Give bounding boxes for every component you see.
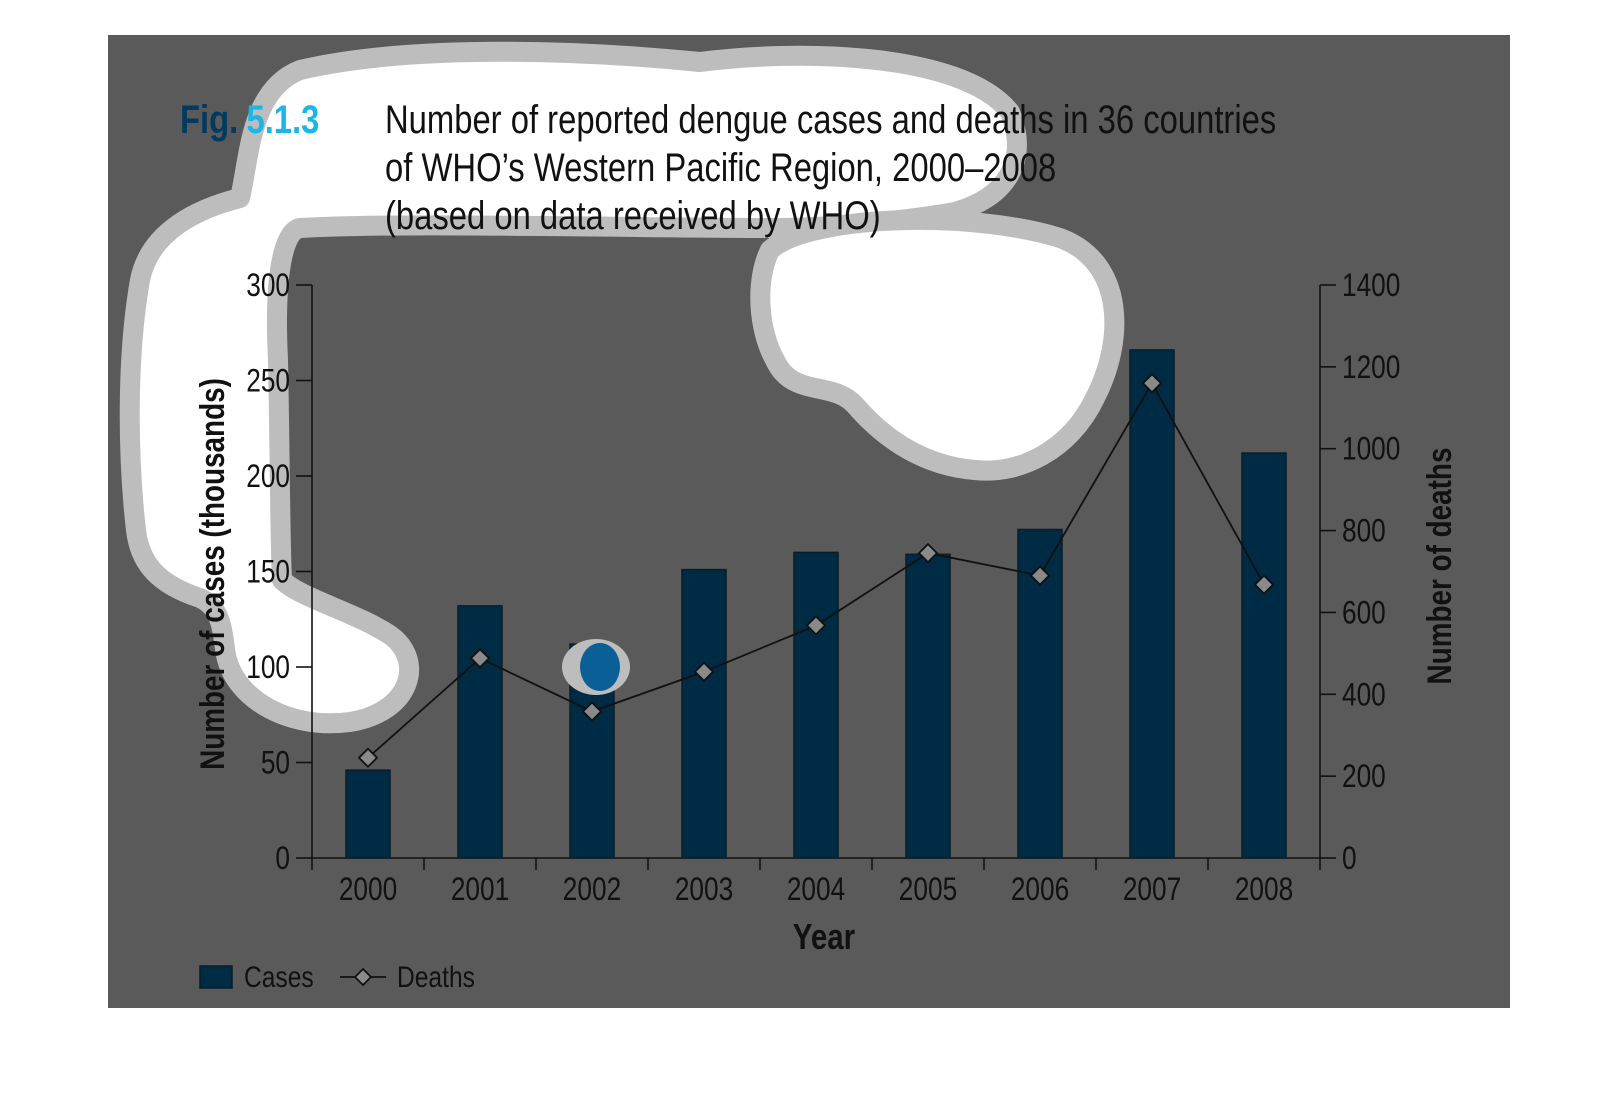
overlay-blobs bbox=[119, 41, 1125, 734]
y2-tick-label: 200 bbox=[1342, 760, 1386, 795]
point-deaths bbox=[917, 542, 939, 564]
y-tick-label: 200 bbox=[246, 460, 290, 495]
y2-tick-label: 1200 bbox=[1342, 351, 1400, 386]
y2-tick-label: 1000 bbox=[1342, 432, 1400, 467]
point-deaths bbox=[469, 647, 491, 669]
y2-tick-label: 1400 bbox=[1342, 269, 1400, 304]
y2-tick-label: 0 bbox=[1342, 842, 1357, 877]
svg-text:Fig.5.1.3: Fig. 5.1.3 bbox=[180, 97, 319, 142]
y-tick-label: 0 bbox=[275, 842, 290, 877]
point-deaths bbox=[1029, 565, 1051, 586]
bar-cases bbox=[1241, 452, 1287, 859]
x-tick-label: 2006 bbox=[1011, 873, 1069, 908]
overlay-blob-left bbox=[119, 41, 1027, 734]
bar-cases bbox=[905, 553, 951, 859]
y-tick-label: 150 bbox=[246, 555, 290, 590]
y-tick-label: 250 bbox=[246, 364, 290, 399]
title-line-3: (based on data received by WHO) bbox=[385, 193, 881, 238]
x-tick-label: 2001 bbox=[451, 873, 509, 908]
legend: Cases Deaths bbox=[199, 960, 475, 994]
y-axis-title: Number of cases (thousands) bbox=[193, 378, 231, 770]
figure-number: 5.1.3 bbox=[246, 97, 319, 142]
x-axis-title: Year bbox=[793, 916, 856, 956]
legend-label-cases: Cases bbox=[244, 960, 314, 994]
plot-area: 0 50 100 150 200 250 300 0 200 400 600 800 1000 1200 1… bbox=[246, 269, 1400, 908]
y2-tick-label: 600 bbox=[1342, 596, 1386, 631]
legend-label-deaths: Deaths bbox=[397, 960, 475, 994]
point-deaths bbox=[1253, 574, 1275, 595]
point-deaths bbox=[805, 615, 827, 636]
chart-title: Fig. 5.1.3 Number of reported dengue case… bbox=[180, 97, 1276, 238]
x-tick-label: 2000 bbox=[339, 873, 397, 908]
legend-swatch-cases bbox=[199, 965, 233, 989]
y-tick-label: 300 bbox=[246, 269, 290, 304]
bar-cases bbox=[1129, 349, 1175, 859]
y-tick-label: 50 bbox=[261, 746, 290, 781]
x-tick-label: 2007 bbox=[1123, 873, 1181, 908]
x-tick-label: 2003 bbox=[675, 873, 733, 908]
y2-tick-label: 400 bbox=[1342, 678, 1386, 713]
legend-marker-deaths bbox=[353, 967, 373, 987]
bar-cases bbox=[793, 551, 839, 859]
point-deaths bbox=[357, 747, 379, 768]
x-tick-label: 2004 bbox=[787, 873, 845, 908]
y2-axis-title: Number of deaths bbox=[1420, 448, 1458, 685]
y-tick-label: 100 bbox=[246, 651, 290, 686]
point-deaths bbox=[693, 661, 715, 683]
figure-prefix: Fig. bbox=[180, 97, 238, 142]
x-tick-label: 2002 bbox=[563, 873, 621, 908]
x-tick-label: 2005 bbox=[899, 873, 957, 908]
x-tick-label: 2008 bbox=[1235, 873, 1293, 908]
overlay-blob-right bbox=[750, 209, 1125, 481]
title-line-1: Number of reported dengue cases and deat… bbox=[385, 97, 1276, 142]
bar-cases bbox=[681, 568, 727, 859]
overlay-highlight bbox=[580, 643, 620, 691]
point-deaths bbox=[1141, 372, 1163, 394]
bar-cases bbox=[345, 769, 391, 859]
title-line-2: of WHO’s Western Pacific Region, 2000–20… bbox=[385, 145, 1056, 190]
bar-cases bbox=[457, 605, 503, 859]
point-deaths bbox=[581, 701, 603, 722]
y2-tick-label: 800 bbox=[1342, 514, 1386, 549]
